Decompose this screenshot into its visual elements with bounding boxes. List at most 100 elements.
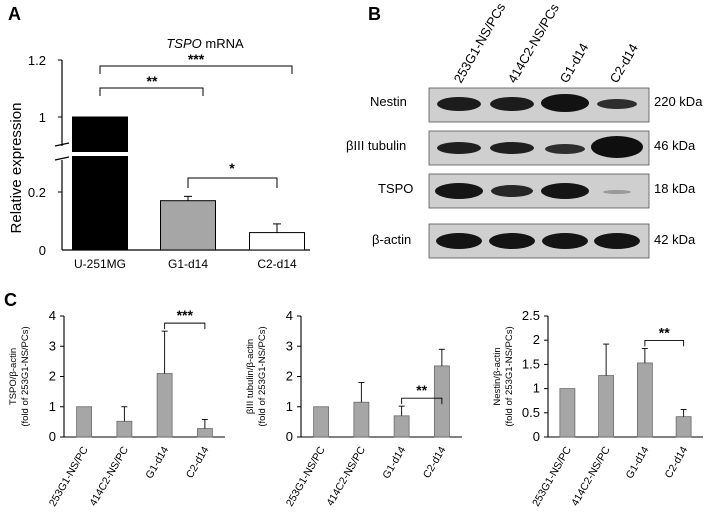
sig-bracket [644, 339, 685, 347]
panel-c-chart-nestin: Nestin/β-actin(fold of 253G1-NS/PCs) 0 0.5… [492, 308, 703, 509]
panel-a-chart: TSPO mRNA Relative expression 1.2 1 0.2 … [8, 36, 310, 271]
blot-band [489, 233, 535, 249]
blot-band [541, 94, 589, 112]
x-category-label: U-251MG [74, 257, 126, 271]
blot-band [436, 233, 482, 249]
panel-a-sig-label-1: ** [147, 73, 158, 89]
y-axis-label: TSPO/β-actin(fold of 253G1-NS/PCs) [8, 326, 31, 426]
blot-band [437, 97, 481, 111]
x-category-label: C2-d14 [184, 444, 212, 480]
panel-a-title-gene: TSPO [166, 36, 201, 51]
bar [636, 362, 653, 438]
sig-bracket [164, 322, 206, 330]
y-tick-label: 2 [49, 369, 56, 384]
panel-label-a: A [8, 4, 21, 24]
y-tick-label: 3 [49, 338, 56, 353]
y-tick-label: 2 [286, 369, 293, 384]
y-axis-label-line2: (fold of 253G1-NS/PCs) [20, 326, 31, 426]
blot-band [490, 97, 534, 111]
panel-a-title-rest: mRNA [202, 36, 244, 51]
sig-label: ** [659, 324, 670, 340]
blot-size-label: 46 kDa [654, 138, 696, 153]
sig-label: *** [177, 307, 194, 323]
blot-protein-label: TSPO [378, 181, 413, 196]
blot-lane-label: C2-d14 [607, 41, 641, 85]
blot-lane-label: 253G1-NS/PCs [451, 0, 509, 86]
bar-break-gap [70, 152, 130, 156]
y-axis-label-line2: (fold of 253G1-NS/PCs) [504, 326, 515, 426]
bar [249, 232, 305, 251]
sig-bracket [401, 397, 443, 405]
y-tick-label: 2.5 [522, 308, 540, 323]
panel-a-sig-label-3: * [229, 160, 235, 176]
panel-c-chart-tubulin: βIII tubulin/β-actin(fold of 253G1-NS/PC… [245, 308, 462, 509]
bar [313, 406, 330, 438]
x-category-label: 414C2-NS/PC [324, 444, 368, 508]
blot-band [594, 233, 640, 249]
panel-a-axis-break-mark-top [54, 142, 70, 147]
blot-band [545, 144, 585, 154]
bar [72, 116, 128, 251]
x-category-label: 414C2-NS/PC [87, 444, 131, 508]
bar [393, 415, 410, 438]
panel-a-sig-bracket-3 [187, 177, 278, 188]
bar [675, 416, 692, 438]
panel-a-title: TSPO mRNA [166, 36, 244, 51]
x-category-label: G1-d14 [143, 444, 171, 480]
blot-band [603, 190, 631, 194]
sig-label: ** [416, 382, 427, 398]
bar [196, 428, 213, 438]
panel-a-ytick-label: 1 [39, 110, 46, 125]
blot-lane-label: 414C2-NS/PCs [505, 1, 563, 86]
x-category-label: 253G1-NS/PC [284, 444, 328, 508]
y-tick-label: 2 [533, 332, 540, 347]
blot-band [435, 183, 483, 199]
blot-protein-label: Nestin [370, 94, 407, 109]
blot-band [591, 136, 643, 158]
blot-protein-label: βIII tubulin [346, 138, 406, 153]
y-axis-label-line1: βIII tubulin/β-actin [245, 339, 256, 414]
panel-a-sig-bracket-2 [99, 65, 293, 74]
x-category-label: 253G1-NS/PC [47, 444, 91, 508]
bar [160, 200, 216, 251]
bar [559, 388, 576, 438]
x-category-label: G1-d14 [624, 444, 652, 480]
y-axis-label-line1: Nestin/β-actin [492, 347, 503, 405]
bar [116, 420, 133, 438]
blot-lane-label: G1-d14 [557, 40, 592, 85]
panel-a-sig-bracket-1 [99, 87, 204, 96]
blot-band [491, 185, 533, 197]
y-tick-label: 1 [49, 399, 56, 414]
bar [353, 401, 370, 438]
x-category-label: C2-d14 [663, 444, 691, 480]
panel-a-ytick-label: 1.2 [28, 53, 46, 68]
panel-a-axis-break-mark-bottom [54, 156, 70, 161]
panel-b-western-blot: 253G1-NS/PCs 414C2-NS/PCs G1-d14 C2-d14 … [346, 0, 703, 259]
y-tick-label: 1.5 [522, 356, 540, 371]
y-axis-label-line1: TSPO/β-actin [8, 348, 19, 405]
y-tick-label: 1 [533, 381, 540, 396]
x-category-label: C2-d14 [421, 444, 449, 480]
bar [76, 406, 93, 438]
blot-band [437, 142, 481, 154]
panel-a-ytick-label: 0.2 [28, 185, 46, 200]
blot-size-label: 18 kDa [654, 181, 696, 196]
y-tick-label: 3 [286, 338, 293, 353]
blot-band [490, 142, 534, 154]
blot-band [542, 233, 588, 249]
y-tick-label: 0 [49, 429, 56, 444]
y-tick-label: 4 [49, 308, 56, 323]
bar [598, 375, 615, 438]
y-tick-label: 0 [533, 429, 540, 444]
y-tick-label: 1 [286, 399, 293, 414]
blot-protein-label: β-actin [372, 232, 411, 247]
x-category-label: G1-d14 [168, 257, 208, 271]
panel-a-ytick-label: 0 [39, 243, 46, 258]
panel-a-sig-label-2: *** [188, 51, 205, 67]
blot-size-label: 220 kDa [654, 94, 703, 109]
x-category-label: 414C2-NS/PC [569, 444, 613, 508]
blot-band [541, 183, 589, 199]
panel-label-c: C [4, 290, 17, 310]
